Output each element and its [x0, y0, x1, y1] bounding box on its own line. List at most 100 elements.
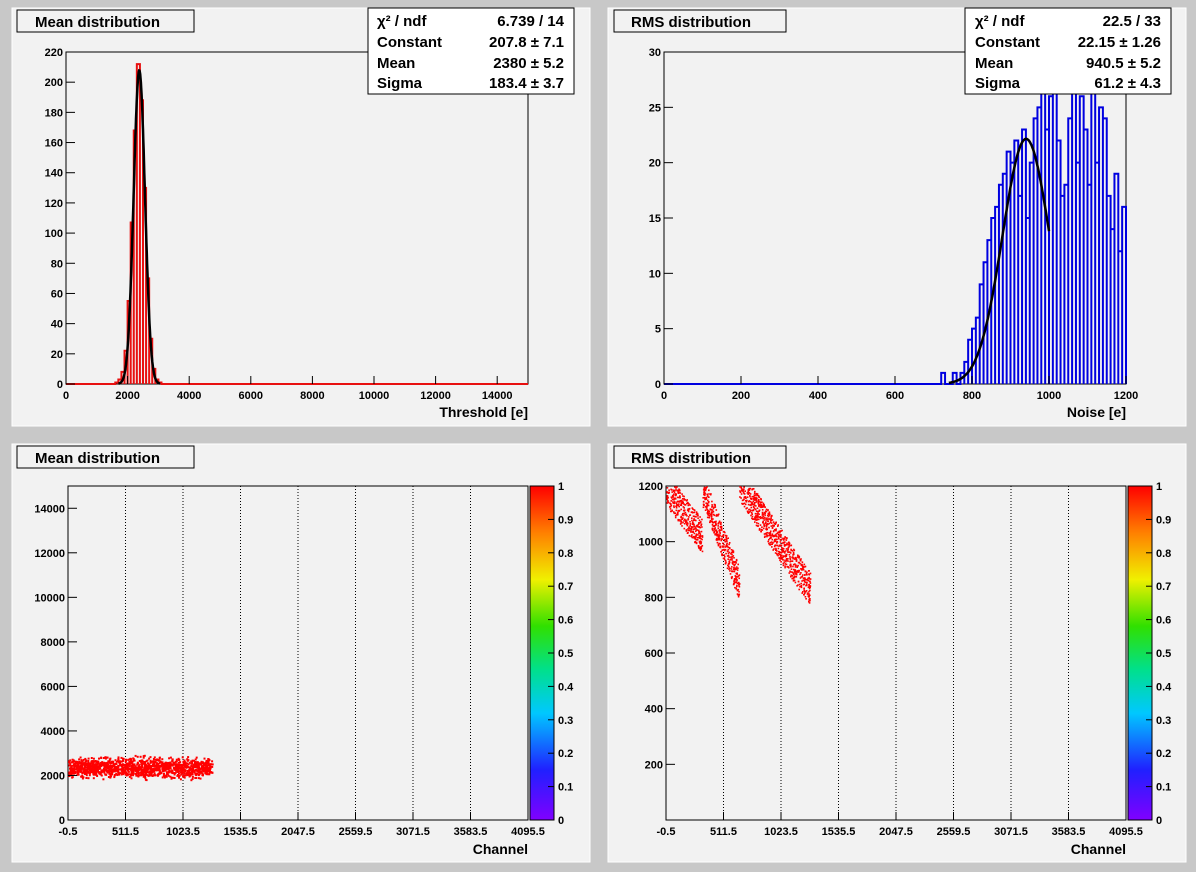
scatter-point — [73, 762, 76, 765]
scatter-point — [696, 537, 698, 539]
scatter-point — [99, 764, 102, 766]
scatter-point — [78, 768, 81, 770]
scatter-point — [718, 529, 721, 531]
scatter-point — [736, 578, 738, 581]
scatter-point — [774, 534, 777, 536]
scatter-point — [698, 531, 701, 533]
x-tick-label: 1200 — [1114, 390, 1138, 402]
scatter-point — [714, 506, 717, 508]
stats-value: 2380 ± 5.2 — [493, 55, 564, 72]
scatter-point — [140, 772, 143, 775]
chart-title: RMS distribution — [631, 450, 751, 467]
scatter-point — [81, 760, 84, 763]
scatter-point — [780, 538, 783, 541]
scatter-point — [765, 524, 768, 526]
scatter-point — [673, 512, 676, 515]
scatter-point — [760, 528, 763, 531]
scatter-point — [194, 773, 197, 776]
scatter-point — [713, 530, 716, 532]
scatter-point — [799, 585, 801, 588]
scatter-point — [804, 577, 806, 580]
scatter-point — [165, 775, 168, 778]
scatter-point — [702, 497, 704, 499]
scatter-point — [700, 542, 702, 545]
scatter-point — [791, 556, 794, 558]
x-tick-label: 511.5 — [112, 826, 139, 838]
scatter-point — [119, 761, 122, 764]
scatter-point — [683, 503, 685, 505]
scatter-point — [774, 523, 777, 525]
scatter-point — [148, 773, 151, 776]
scatter-point — [738, 585, 741, 588]
scatter-point — [146, 766, 149, 769]
scatter-point — [710, 513, 713, 516]
scatter-point — [720, 538, 723, 540]
x-tick-label: 1535.5 — [224, 826, 258, 838]
scatter-point — [742, 491, 745, 494]
y-tick-label: 400 — [645, 704, 663, 716]
scatter-point — [734, 581, 737, 583]
scatter-point — [763, 517, 765, 519]
scatter-point — [801, 592, 803, 594]
scatter-point — [761, 511, 764, 514]
scatter-point — [132, 772, 135, 774]
scatter-point — [758, 500, 760, 502]
scatter-point — [738, 594, 740, 596]
scatter-point — [713, 506, 715, 509]
scatter-point — [710, 508, 712, 511]
scatter-point — [803, 587, 805, 590]
scatter-point — [786, 537, 788, 540]
scatter-point — [765, 532, 768, 534]
scatter-point — [741, 489, 743, 492]
scatter-point — [695, 539, 697, 541]
scatter-point — [120, 756, 123, 759]
scatter-point — [748, 500, 750, 503]
scatter-point — [681, 493, 683, 495]
scatter-point — [685, 500, 688, 502]
scatter-point — [736, 589, 739, 592]
scatter-point — [796, 571, 798, 574]
scatter-point — [699, 535, 702, 537]
scatter-point — [147, 768, 150, 771]
scatter-point — [717, 525, 719, 527]
scatter-point — [707, 501, 710, 503]
scatter-point — [666, 502, 669, 504]
scatter-point — [91, 768, 93, 771]
scatter-point — [756, 514, 759, 516]
scatter-point — [808, 590, 810, 593]
scatter-point — [728, 568, 730, 571]
scatter-point — [705, 506, 708, 509]
scatter-point — [778, 537, 780, 540]
scatter-point — [759, 503, 762, 505]
scatter-point — [728, 551, 731, 554]
scatter-point — [81, 774, 84, 777]
scatter-point — [673, 505, 675, 507]
scatter-point — [136, 761, 139, 764]
scatter-point — [96, 768, 99, 771]
scatter-point — [174, 766, 177, 769]
scatter-point — [735, 566, 738, 568]
scatter-point — [676, 501, 679, 503]
scatter-point — [721, 535, 723, 538]
scatter-point — [683, 495, 685, 498]
scatter-point — [732, 550, 735, 553]
scatter-point — [73, 764, 76, 767]
scatter-point — [785, 559, 788, 562]
scatter-point — [123, 764, 125, 766]
scatter-point — [715, 522, 717, 524]
scatter-point — [117, 756, 120, 759]
scatter-point — [772, 542, 774, 544]
x-axis-label: Channel — [1071, 841, 1126, 857]
scatter-point — [197, 765, 200, 768]
scatter-point — [695, 516, 697, 518]
scatter-point — [677, 489, 679, 492]
scatter-point — [69, 770, 72, 773]
scatter-point — [678, 510, 680, 512]
scatter-point — [111, 773, 114, 776]
scatter-point — [89, 763, 92, 765]
scatter-point — [117, 758, 120, 761]
color-scale-tick-label: 0.9 — [1156, 514, 1171, 526]
scatter-point — [125, 758, 128, 761]
scatter-point — [91, 761, 94, 764]
scatter-point — [126, 766, 129, 769]
